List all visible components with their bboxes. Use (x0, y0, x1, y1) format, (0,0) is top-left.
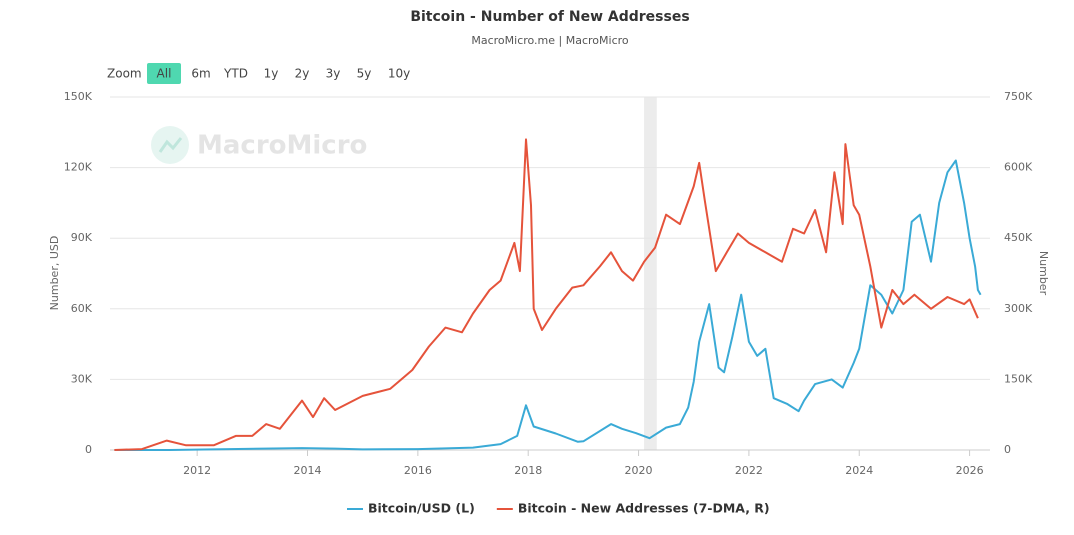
chart-title: Bitcoin - Number of New Addresses (410, 9, 689, 25)
range-button[interactable]: 10y (388, 67, 410, 81)
range-button[interactable]: 5y (357, 67, 372, 81)
y-tick-label: 120K (64, 161, 93, 174)
legend-label[interactable]: Bitcoin/USD (L) (368, 501, 475, 516)
zoom-label: Zoom (107, 67, 142, 81)
y-axis-title: Number, USD (48, 236, 61, 311)
watermark: MacroMicro (151, 126, 367, 164)
range-button[interactable]: 1y (264, 67, 279, 81)
y2-axis-title: Number (1037, 251, 1050, 296)
x-tick-label: 2022 (735, 464, 763, 477)
range-button-bg (147, 63, 181, 84)
x-tick-label: 2024 (845, 464, 873, 477)
x-tick-label: 2020 (625, 464, 653, 477)
x-tick-label: 2012 (183, 464, 211, 477)
y2-tick-label: 450K (1004, 231, 1033, 244)
highlight-band (644, 97, 657, 450)
y-tick-label: 60K (71, 302, 93, 315)
range-button[interactable]: 2y (295, 67, 310, 81)
legend: Bitcoin/USD (L) Bitcoin - New Addresses (… (347, 501, 770, 516)
range-button[interactable]: 6m (191, 67, 210, 81)
y-tick-label: 90K (71, 231, 93, 244)
x-tick-label: 2018 (514, 464, 542, 477)
range-button[interactable]: YTD (223, 67, 248, 81)
y-tick-label: 150K (64, 90, 93, 103)
series-line (114, 159, 982, 451)
watermark-logo (158, 137, 183, 153)
x-tick-label: 2016 (404, 464, 432, 477)
chart-subtitle: MacroMicro.me | MacroMicro (471, 34, 629, 47)
y-tick-label: 30K (71, 372, 93, 385)
range-button[interactable]: 3y (326, 67, 341, 81)
y2-tick-label: 0 (1004, 443, 1011, 456)
y-tick-label: 0 (85, 443, 92, 456)
series-line (114, 138, 979, 451)
y2-tick-label: 300K (1004, 302, 1033, 315)
watermark-text: MacroMicro (197, 131, 367, 161)
legend-label[interactable]: Bitcoin - New Addresses (7-DMA, R) (518, 501, 770, 516)
y2-tick-label: 600K (1004, 161, 1033, 174)
y2-tick-label: 750K (1004, 90, 1033, 103)
y2-tick-label: 150K (1004, 372, 1033, 385)
range-button[interactable]: All (157, 67, 172, 81)
x-tick-label: 2014 (294, 464, 322, 477)
x-tick-label: 2026 (956, 464, 984, 477)
